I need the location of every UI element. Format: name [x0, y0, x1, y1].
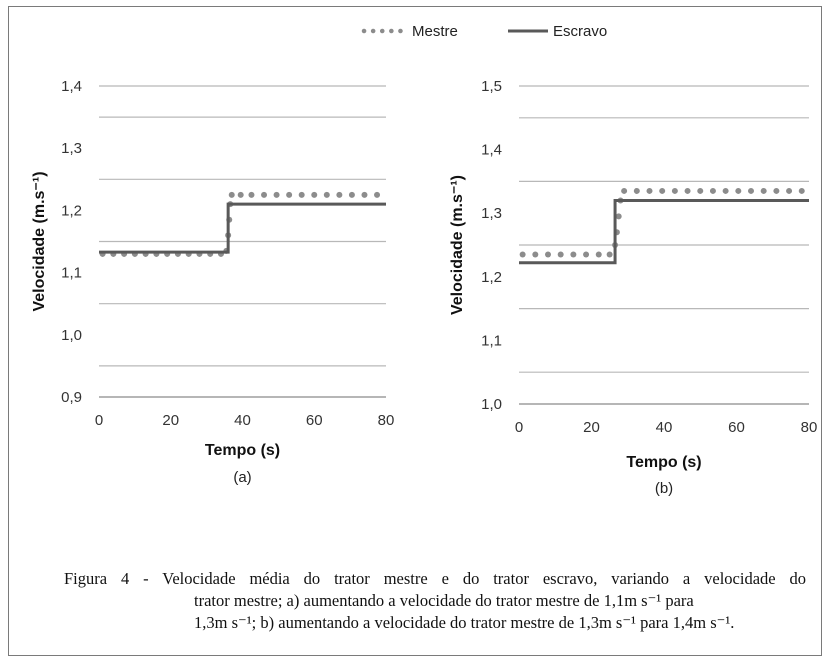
panel-b-series-mestre-point — [786, 187, 793, 194]
legend-entry-mestre: Mestre — [361, 23, 458, 40]
figure-frame — [8, 6, 822, 656]
panel-b-y-tick-label: 1,2 — [481, 269, 502, 286]
panel-a-series-mestre-point — [361, 191, 368, 198]
panel-b-series-mestre-point — [748, 187, 754, 194]
panel-a-x-tick-label: 0 — [95, 412, 103, 429]
panel-b-series-mestre-point — [709, 187, 716, 194]
panel-b-series-mestre-point — [595, 251, 602, 258]
panel-b-series-mestre-point — [532, 251, 539, 258]
panel-b-series-mestre-point — [646, 187, 653, 194]
panel-a-x-axis-title: Tempo (s) — [205, 442, 280, 459]
legend-label-escravo: Escravo — [553, 23, 607, 40]
panel-b-y-tick-label: 1,1 — [481, 332, 502, 349]
panel-b-y-tick-label: 1,3 — [481, 205, 502, 222]
panel-b-series-mestre-point — [621, 187, 628, 194]
panel-a-x-tick-label: 80 — [378, 412, 395, 429]
panel-b-series-mestre-point — [735, 187, 742, 194]
panel-b-series-escravo-line — [519, 198, 809, 265]
panel-b-series-mestre-point — [570, 251, 577, 258]
panel-a-y-tick-label: 1,3 — [61, 140, 82, 157]
panel-b-series-mestre-point — [671, 187, 678, 194]
caption-line-1: Figura 4 - Velocidade média do trator me… — [64, 569, 806, 588]
caption-line-3: 1,3m s⁻¹; b) aumentando a velocidade do … — [194, 613, 735, 632]
panel-a-series-mestre-point — [311, 191, 318, 198]
chart-panel-b: 1,0 1,1 1,2 1,3 1,4 1,5 0 20 40 60 80 Tempo (s) (b) V… — [449, 78, 817, 497]
panel-b-x-tick-label: 40 — [656, 419, 673, 436]
panel-b-x-tick-label: 0 — [515, 419, 523, 436]
panel-b-series-mestre-point — [697, 187, 704, 194]
figure-caption: Figura 4 - Velocidade média do trator me… — [64, 568, 806, 634]
panel-b-x-axis-title: Tempo (s) — [626, 454, 701, 471]
panel-a-series-mestre-point — [228, 191, 235, 198]
panel-b-y-tick-label: 1,4 — [481, 142, 502, 159]
panel-a-series-mestre-point — [248, 191, 255, 198]
panel-b-series-mestre-point — [519, 251, 526, 258]
panel-b-series-mestre-point — [773, 187, 780, 194]
panel-b-series-mestre-point — [760, 187, 767, 194]
panel-b-series-mestre-point — [798, 187, 805, 194]
panel-a-series-escravo-line — [99, 202, 386, 254]
panel-b-y-axis-title: Velocidade (m.s⁻¹) — [449, 175, 466, 315]
legend-entry-escravo: Escravo — [508, 23, 607, 40]
panel-b-y-tick-label: 1,0 — [481, 396, 502, 413]
panel-a-series-mestre-point — [323, 191, 330, 198]
caption-line-2: trator mestre; a) aumentando a velocidad… — [194, 591, 694, 610]
panel-a-series-mestre-point — [348, 191, 355, 198]
chart-panel-a: 0,9 1,0 1,1 1,2 1,3 1,4 0 20 40 60 80 Tempo (s) (a) V… — [31, 78, 394, 486]
panel-a-series-mestre-point — [336, 191, 343, 198]
panel-a-series-mestre-point — [237, 191, 244, 198]
panel-a-y-tick-label: 1,1 — [61, 265, 82, 282]
panel-b-series-mestre-point — [615, 213, 622, 220]
panel-b-y-tick-label: 1,5 — [481, 78, 502, 95]
panel-b-series-mestre-point — [659, 187, 666, 194]
panel-b-series-mestre-point — [583, 251, 590, 258]
panel-b-series-mestre-point — [557, 251, 564, 258]
panel-a-series-mestre-point — [298, 191, 305, 198]
panel-b-series-mestre-point — [633, 187, 640, 194]
panel-a-series-mestre-point — [374, 191, 381, 198]
panel-b-series-mestre-point — [545, 251, 551, 258]
legend-label-mestre: Mestre — [412, 23, 458, 40]
panel-b-series-mestre-point — [606, 251, 613, 258]
panel-a-series-mestre-point — [261, 191, 268, 198]
panel-a-x-tick-label: 60 — [306, 412, 323, 429]
panel-a-y-tick-label: 1,2 — [61, 202, 82, 219]
panel-a-y-axis-title: Velocidade (m.s⁻¹) — [31, 171, 48, 311]
panel-b-x-tick-label: 80 — [801, 419, 818, 436]
panel-a-series-mestre-point — [273, 191, 280, 198]
panel-a-label: (a) — [233, 469, 251, 486]
panel-a-y-tick-label: 1,0 — [61, 327, 82, 344]
panel-b-label: (b) — [655, 480, 673, 497]
panel-b-series-mestre-point — [722, 187, 729, 194]
panel-a-series-mestre-point — [286, 191, 293, 198]
panel-a-x-tick-label: 20 — [162, 412, 179, 429]
panel-a-y-tick-label: 0,9 — [61, 389, 82, 406]
panel-b-series-mestre-point — [684, 187, 691, 194]
panel-b-x-tick-label: 60 — [728, 419, 745, 436]
panel-a-y-tick-label: 1,4 — [61, 78, 82, 95]
legend: Mestre Escravo — [361, 23, 607, 40]
panel-b-x-tick-label: 20 — [583, 419, 600, 436]
panel-a-x-tick-label: 40 — [234, 412, 251, 429]
